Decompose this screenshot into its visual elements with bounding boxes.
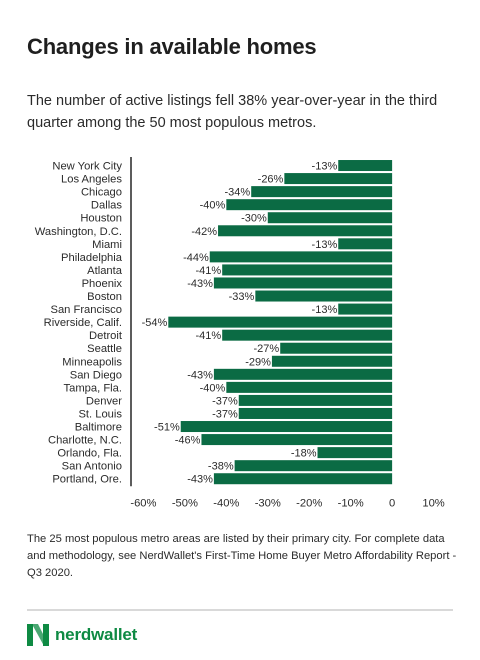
bar [238,394,393,406]
category-label: Phoenix [82,278,123,290]
category-label: Charlotte, N.C. [48,435,122,447]
category-label: Denver [86,395,122,407]
category-label: Atlanta [87,265,123,277]
bar [222,329,393,341]
category-label: Orlando, Fla. [57,448,122,460]
bar [280,342,393,354]
data-label: -30% [241,213,267,225]
x-tick-label: -30% [255,497,281,509]
data-label: -43% [187,278,213,290]
bar [271,355,393,367]
category-label: Miami [92,239,122,251]
data-label: -54% [142,317,168,329]
data-label: -37% [212,408,238,420]
bar [168,316,393,328]
category-label: San Diego [70,369,122,381]
category-label: Riverside, Calif. [44,317,122,329]
bar [226,381,393,393]
x-tick-label: -20% [296,497,322,509]
bar [255,290,393,302]
data-label: -38% [208,461,234,473]
bar [338,238,393,250]
x-tick-label: 10% [422,497,444,509]
category-label: New York City [52,161,122,173]
chart-title: Changes in available homes [27,34,317,59]
nerdwallet-logo-icon [27,624,49,646]
bar [218,225,393,237]
bar [238,407,393,419]
category-label: Detroit [89,330,123,342]
category-label: Chicago [81,187,122,199]
bar [213,277,393,289]
category-label: Baltimore [75,422,122,434]
data-label: -13% [312,161,338,173]
divider [27,609,453,611]
data-label: -46% [175,435,201,447]
category-label: Philadelphia [61,252,123,264]
category-label: Boston [87,291,122,303]
data-label: -29% [245,356,271,368]
x-tick-label: -50% [172,497,198,509]
data-label: -13% [312,239,338,251]
category-label: Portland, Ore. [52,474,122,486]
category-label: Tampa, Fla. [64,382,122,394]
category-label: Seattle [87,343,122,355]
data-label: -43% [187,474,213,486]
bar [317,447,393,459]
bar [222,264,393,276]
data-label: -18% [291,448,317,460]
data-label: -40% [200,382,226,394]
bar [338,160,393,172]
bar [213,368,393,380]
data-label: -41% [195,330,221,342]
category-label: St. Louis [78,408,122,420]
bar [251,186,393,198]
category-label: Dallas [91,200,122,212]
bar [226,199,393,211]
category-label: Washington, D.C. [35,226,122,238]
bar [267,212,393,224]
bar [234,460,393,472]
bar [284,173,393,185]
data-label: -44% [183,252,209,264]
x-tick-label: -40% [213,497,239,509]
data-label: -37% [212,395,238,407]
data-label: -41% [195,265,221,277]
data-label: -13% [312,304,338,316]
data-label: -43% [187,369,213,381]
bar [201,434,393,446]
category-label: Houston [80,213,122,225]
data-label: -51% [154,422,180,434]
chart-subtitle: The number of active listings fell 38% y… [27,93,438,131]
x-tick-label: 0 [389,497,395,509]
bar [338,303,393,315]
category-label: San Antonio [62,461,122,473]
data-label: -42% [191,226,217,238]
x-tick-label: -60% [130,497,156,509]
nerdwallet-logo: nerdwallet [27,623,137,647]
bar [209,251,393,263]
x-tick-label: -10% [338,497,364,509]
data-label: -34% [225,187,251,199]
data-label: -40% [200,200,226,212]
category-label: San Francisco [50,304,122,316]
bar [180,421,393,433]
footnote: The 25 most populous metro areas are lis… [27,533,457,579]
data-label: -33% [229,291,255,303]
category-label: Los Angeles [61,174,122,186]
data-label: -26% [258,174,284,186]
bar-chart: New York City -13% Los Angeles -26% Chicago -… [35,157,445,509]
data-label: -27% [254,343,280,355]
category-label: Minneapolis [62,356,122,368]
brand-name: nerdwallet [55,625,138,644]
bar [213,473,393,485]
